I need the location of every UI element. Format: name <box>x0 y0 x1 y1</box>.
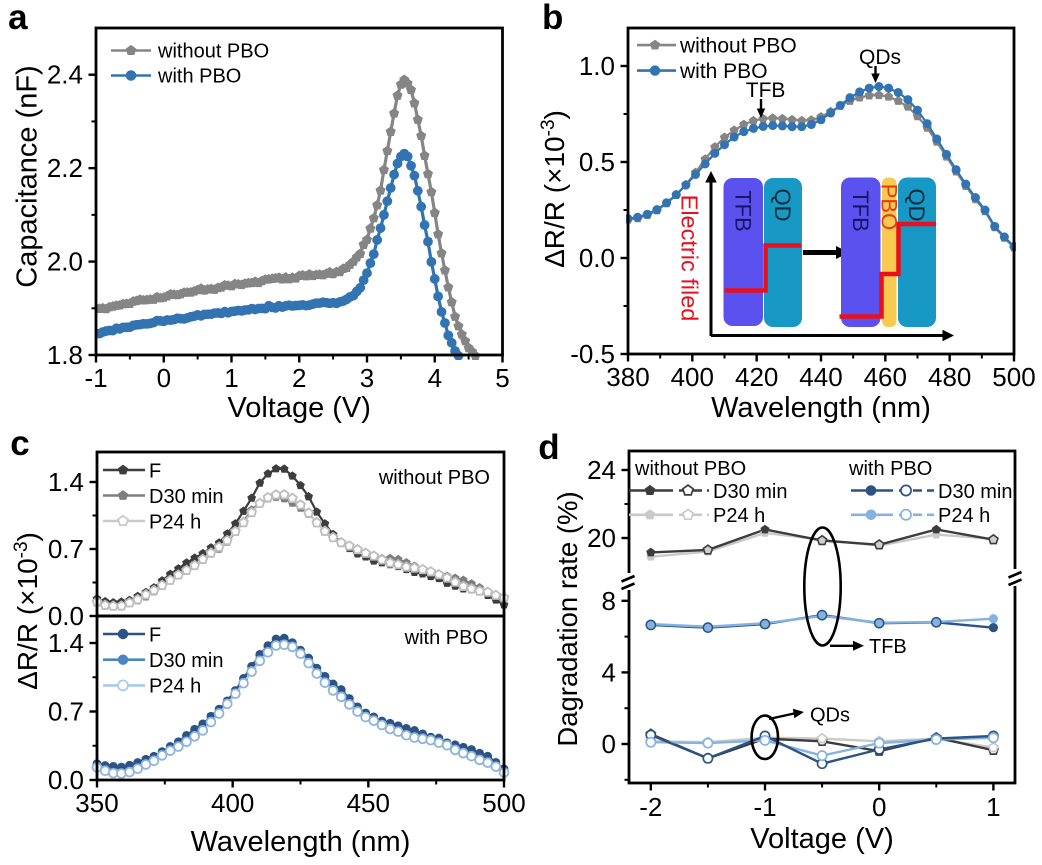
svg-text:TFB: TFB <box>848 190 873 232</box>
svg-text:a: a <box>8 0 28 37</box>
svg-text:TFB: TFB <box>730 190 755 232</box>
svg-text:d: d <box>538 428 559 467</box>
svg-text:1.4: 1.4 <box>48 467 84 497</box>
svg-text:380: 380 <box>606 362 649 392</box>
svg-text:0: 0 <box>602 729 616 759</box>
svg-text:500: 500 <box>482 788 525 818</box>
svg-text:0: 0 <box>157 363 171 393</box>
svg-text:4: 4 <box>428 363 442 393</box>
svg-text:-1: -1 <box>753 792 776 822</box>
svg-text:0.5: 0.5 <box>579 147 615 177</box>
svg-text:F: F <box>149 460 161 482</box>
svg-text:5: 5 <box>495 363 509 393</box>
svg-text:Voltage (V): Voltage (V) <box>227 392 370 424</box>
svg-text:ΔR/R (×10-3): ΔR/R (×10-3) <box>538 110 570 268</box>
svg-text:8: 8 <box>602 586 616 616</box>
svg-text:D30 min: D30 min <box>149 650 223 672</box>
svg-text:D30 min: D30 min <box>149 486 223 508</box>
svg-text:440: 440 <box>799 362 842 392</box>
svg-text:Voltage (V): Voltage (V) <box>750 823 893 855</box>
svg-text:0.7: 0.7 <box>48 534 84 564</box>
svg-text:without PBO: without PBO <box>634 458 746 480</box>
svg-text:420: 420 <box>735 362 778 392</box>
svg-text:Dagradation rate (%): Dagradation rate (%) <box>552 491 583 746</box>
svg-text:1.4: 1.4 <box>48 628 84 658</box>
svg-text:400: 400 <box>671 362 714 392</box>
svg-text:TFB: TFB <box>869 636 907 658</box>
svg-text:QD: QD <box>904 189 929 222</box>
svg-text:-2: -2 <box>639 792 662 822</box>
svg-text:400: 400 <box>211 788 254 818</box>
svg-text:2.2: 2.2 <box>47 153 83 183</box>
svg-text:D30 min: D30 min <box>713 481 787 503</box>
svg-text:Electric filed: Electric filed <box>676 195 702 322</box>
svg-text:0.0: 0.0 <box>48 765 84 795</box>
svg-text:350: 350 <box>75 788 118 818</box>
svg-text:without PBO: without PBO <box>378 467 490 489</box>
svg-text:1: 1 <box>986 792 1000 822</box>
svg-text:2.4: 2.4 <box>47 60 83 90</box>
svg-text:2: 2 <box>292 363 306 393</box>
svg-text:without PBO: without PBO <box>157 41 269 63</box>
svg-text:-0.5: -0.5 <box>570 339 615 369</box>
svg-text:QD: QD <box>770 189 795 222</box>
svg-text:4: 4 <box>602 657 616 687</box>
svg-text:460: 460 <box>864 362 907 392</box>
svg-text:0.7: 0.7 <box>48 697 84 727</box>
svg-text:1.8: 1.8 <box>47 340 83 370</box>
svg-text:P24 h: P24 h <box>149 676 201 698</box>
svg-text:with PBO: with PBO <box>404 627 488 649</box>
svg-text:ΔR/R (×10-3): ΔR/R (×10-3) <box>11 532 43 690</box>
svg-text:20: 20 <box>587 523 616 553</box>
svg-text:1: 1 <box>224 363 238 393</box>
svg-text:b: b <box>542 0 563 37</box>
svg-text:-1: -1 <box>84 363 107 393</box>
svg-text:c: c <box>10 424 29 463</box>
svg-text:0.0: 0.0 <box>579 243 615 273</box>
svg-text:P24 h: P24 h <box>149 511 201 533</box>
svg-text:0: 0 <box>872 792 886 822</box>
svg-text:Wavelength (nm): Wavelength (nm) <box>711 392 931 424</box>
svg-text:QDs: QDs <box>810 705 850 727</box>
svg-text:with PBO: with PBO <box>679 60 768 83</box>
svg-text:TFB: TFB <box>746 79 786 102</box>
svg-text:480: 480 <box>928 362 971 392</box>
svg-text:500: 500 <box>992 362 1035 392</box>
svg-text:2.0: 2.0 <box>47 247 83 277</box>
svg-text:D30 min: D30 min <box>938 481 1012 503</box>
svg-text:QDs: QDs <box>859 46 901 69</box>
svg-text:0.0: 0.0 <box>48 601 84 631</box>
svg-text:24: 24 <box>587 455 616 485</box>
svg-text:1.0: 1.0 <box>579 51 615 81</box>
svg-text:Capacitance (nF): Capacitance (nF) <box>12 65 44 287</box>
svg-text:without PBO: without PBO <box>679 35 797 58</box>
svg-text:P24 h: P24 h <box>938 505 990 527</box>
svg-text:3: 3 <box>360 363 374 393</box>
svg-text:F: F <box>149 624 161 646</box>
svg-text:with PBO: with PBO <box>157 66 241 88</box>
svg-text:with PBO: with PBO <box>848 458 932 480</box>
svg-text:PBO: PBO <box>876 184 901 230</box>
svg-text:P24 h: P24 h <box>713 505 765 527</box>
svg-text:Wavelength (nm): Wavelength (nm) <box>191 826 411 858</box>
svg-text:450: 450 <box>347 788 390 818</box>
